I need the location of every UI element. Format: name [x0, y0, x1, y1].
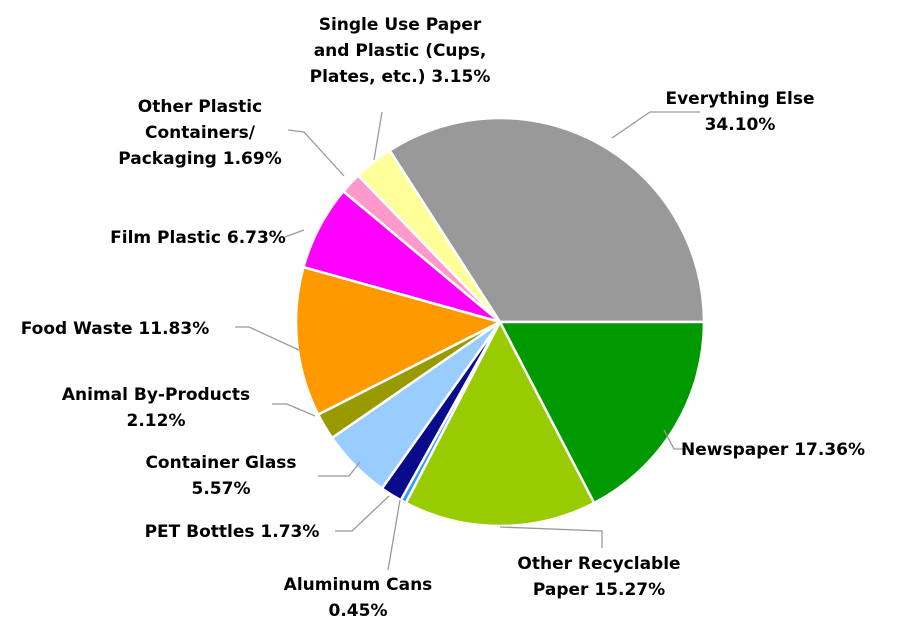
slice-label-animal-by-products: Animal By-Products 2.12% — [62, 385, 250, 431]
slice-label-line: Container Glass — [145, 453, 296, 473]
slice-label-line: Plates, etc.) 3.15% — [310, 67, 491, 87]
leader-line-aluminum-cans — [387, 499, 401, 571]
leader-line-newspaper — [663, 429, 688, 450]
slice-label-other-plastic-containers-packaging: Other Plastic Containers/Packaging 1.69% — [118, 97, 282, 169]
slice-label-container-glass: Container Glass 5.57% — [145, 453, 296, 499]
leader-line-film-plastic — [284, 229, 305, 238]
slice-label-line: and Plastic (Cups, — [314, 41, 487, 61]
leader-line-food-waste — [235, 326, 300, 351]
slice-label-line: 2.12% — [127, 411, 186, 431]
slice-label-pet-bottles: PET Bottles 1.73% — [145, 522, 320, 542]
pie-slice-newspaper — [498, 320, 706, 505]
slice-label-line: 5.57% — [192, 479, 251, 499]
slice-label-food-waste: Food Waste 11.83% — [21, 319, 210, 339]
slice-label-line: Paper 15.27% — [533, 580, 665, 600]
slice-label-line: Food Waste 11.83% — [21, 319, 210, 339]
slice-labels: Everything Else 34.10% Single Use Paper and… — [21, 15, 865, 621]
leader-line-container-glass — [318, 461, 361, 477]
slice-label-single-use-paper-and-plastic-cups-plates-etc: Single Use Paper and Plastic (Cups, Plates… — [310, 15, 491, 87]
leader-line-single-use-paper-and-plastic-cups-plates-etc — [373, 111, 383, 161]
slice-label-other-recyclable-paper: Other Recyclable Paper 15.27% — [517, 554, 680, 600]
slice-label-line: Aluminum Cans — [284, 575, 433, 595]
slice-label-newspaper: Newspaper 17.36% — [681, 440, 865, 460]
slice-label-line: PET Bottles 1.73% — [145, 522, 320, 542]
slice-label-line: 0.45% — [329, 601, 388, 621]
leader-line-pet-bottles — [335, 495, 390, 532]
slice-label-everything-else: Everything Else 34.10% — [665, 89, 814, 135]
slice-label-film-plastic: Film Plastic 6.73% — [110, 228, 286, 248]
pie-slices — [294, 116, 706, 528]
pie-slice-food-waste — [294, 265, 502, 416]
slice-label-line: Other Recyclable — [517, 554, 680, 574]
leader-lines — [235, 111, 700, 571]
pie-slice-other-recyclable-paper — [404, 320, 596, 528]
slice-label-line: Film Plastic 6.73% — [110, 228, 286, 248]
slice-label-aluminum-cans: Aluminum Cans 0.45% — [284, 575, 433, 621]
leader-line-everything-else — [611, 111, 700, 139]
slice-label-line: Everything Else — [665, 89, 814, 109]
slice-label-line: Packaging 1.69% — [118, 149, 282, 169]
slice-label-line: Animal By-Products — [62, 385, 250, 405]
slice-label-line: Other Plastic — [138, 97, 262, 117]
leader-line-other-recyclable-paper — [499, 526, 603, 548]
leader-line-other-plastic-containers-packaging — [287, 129, 345, 177]
leader-line-animal-by-products — [272, 403, 316, 417]
slice-label-line: Newspaper 17.36% — [681, 440, 865, 460]
slice-label-line: 34.10% — [705, 115, 776, 135]
slice-label-line: Containers/ — [145, 123, 256, 143]
slice-label-line: Single Use Paper — [319, 15, 482, 35]
